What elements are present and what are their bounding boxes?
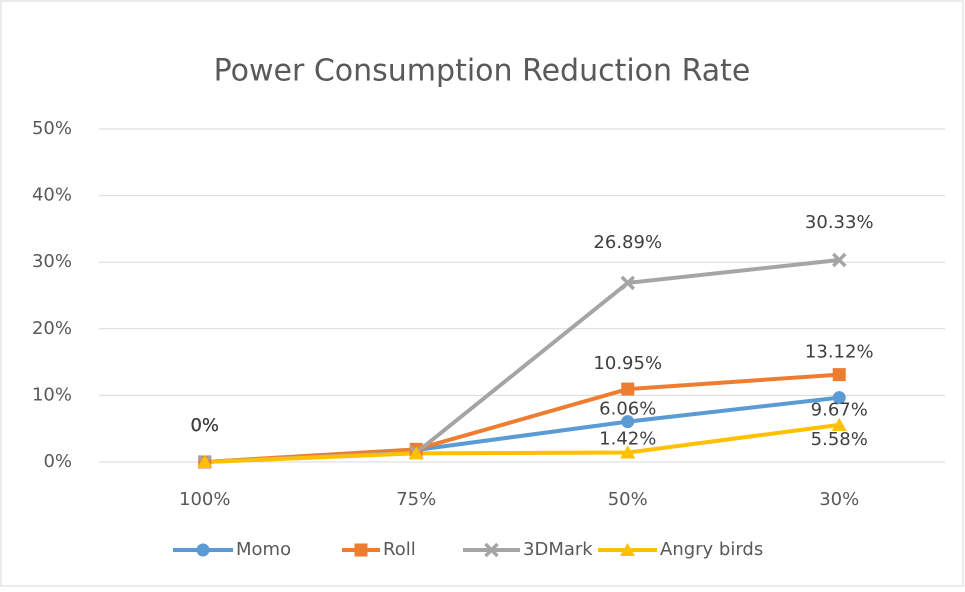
x-tick-label: 50% (608, 489, 648, 510)
data-label: 1.42% (599, 429, 656, 450)
data-label: 26.89% (593, 232, 662, 253)
legend-label: Momo (236, 539, 291, 560)
data-label: 9.67% (811, 400, 868, 421)
data-point (620, 275, 635, 291)
data-point (621, 415, 635, 429)
data-point (832, 368, 846, 382)
data-label: 0% (190, 415, 219, 436)
legend-marker (620, 543, 635, 556)
data-point (832, 391, 846, 405)
data-point (197, 455, 213, 468)
data-point (408, 446, 424, 460)
data-point (621, 382, 635, 396)
y-tick-label: 20% (32, 318, 72, 339)
data-label: 5.58% (811, 429, 868, 450)
y-tick-label: 40% (32, 185, 72, 206)
legend-label: Roll (383, 539, 416, 560)
legend-label: Angry birds (660, 539, 763, 560)
x-tick-label: 100% (179, 489, 230, 510)
data-point (620, 445, 636, 459)
data-label: 10.95% (593, 353, 662, 374)
y-tick-label: 10% (32, 384, 72, 405)
y-tick-label: 0% (43, 451, 72, 472)
data-label: 0% (190, 415, 219, 436)
data-label: 13.12% (805, 342, 874, 363)
x-tick-label: 30% (819, 489, 859, 510)
y-tick-label: 30% (32, 251, 72, 272)
legend-marker (484, 542, 499, 558)
chart-title: Power Consumption Reduction Rate (214, 54, 751, 89)
x-tick-label: 75% (396, 489, 436, 510)
data-label: 0% (190, 415, 219, 436)
legend-label: 3DMark (523, 539, 593, 560)
data-label: 0% (190, 415, 219, 436)
data-point (831, 417, 847, 431)
series-line (204, 422, 840, 464)
data-label: 6.06% (599, 399, 656, 420)
data-point (832, 252, 847, 268)
legend-marker (196, 543, 210, 557)
data-label: 30.33% (805, 212, 874, 233)
y-tick-label: 50% (32, 118, 72, 139)
legend-marker (354, 543, 368, 557)
